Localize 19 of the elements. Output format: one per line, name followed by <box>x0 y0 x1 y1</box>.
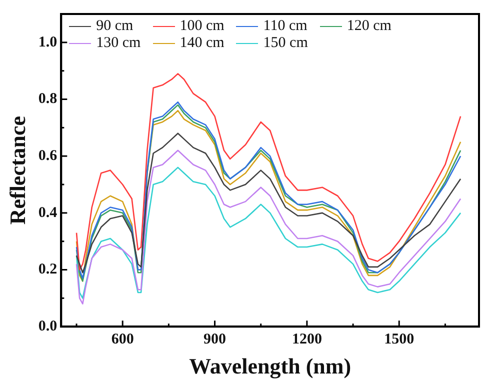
x-tick-label: 1500 <box>384 331 414 348</box>
legend-label: 130 cm <box>96 35 141 52</box>
y-tick-label: 1.0 <box>38 34 58 50</box>
y-tick-label: 0.6 <box>38 148 58 164</box>
legend-label: 100 cm <box>180 18 224 35</box>
y-tick-label: 0.0 <box>38 318 58 334</box>
legend-label: 150 cm <box>263 35 308 52</box>
y-tick-label: 0.4 <box>38 204 58 221</box>
x-tick-label: 600 <box>111 331 134 348</box>
x-axis-title: Wavelength (nm) <box>189 353 352 378</box>
legend-label: 110 cm <box>263 18 308 35</box>
y-tick-label: 0.8 <box>38 91 58 108</box>
x-tick-label: 1200 <box>292 331 322 348</box>
legend-label: 90 cm <box>96 18 134 35</box>
x-tick-label: 900 <box>204 331 226 348</box>
legend-label: 120 cm <box>346 18 392 35</box>
y-tick-label: 0.2 <box>38 262 58 278</box>
y-axis-title: Reflectance <box>4 116 30 225</box>
legend-label: 140 cm <box>180 35 224 52</box>
